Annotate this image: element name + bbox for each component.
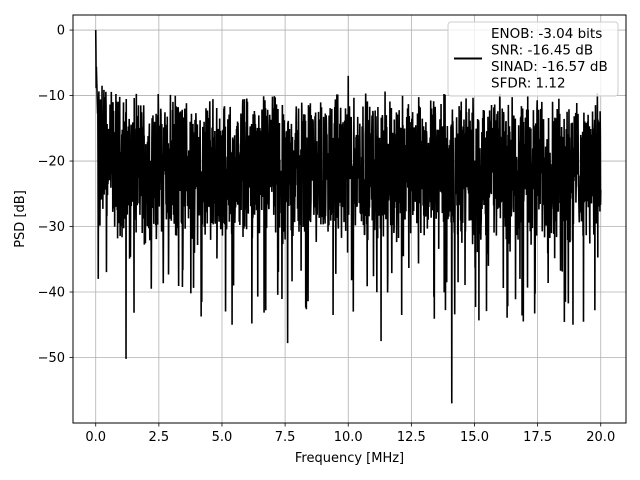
x-tick-label: 0.0 bbox=[85, 430, 106, 445]
y-tick-label: −40 bbox=[38, 286, 65, 301]
psd-series-line bbox=[94, 30, 602, 404]
y-tick-label: −20 bbox=[38, 155, 65, 170]
axes-frame bbox=[72, 14, 627, 424]
legend-line-sfdr: SFDR: 1.12 bbox=[491, 76, 566, 92]
y-axis-ticks: 0 −10 −20 −30 −40 −50 bbox=[38, 24, 73, 366]
x-tick-label: 5.0 bbox=[212, 430, 233, 445]
legend-line-enob: ENOB: -3.04 bits bbox=[491, 26, 602, 42]
y-tick-label: −30 bbox=[38, 220, 65, 235]
x-tick-label: 10.0 bbox=[334, 430, 363, 445]
x-tick-label: 7.5 bbox=[275, 430, 296, 445]
y-tick-label: 0 bbox=[57, 24, 65, 39]
x-axis-label: Frequency [MHz] bbox=[295, 451, 404, 466]
x-tick-label: 20.0 bbox=[586, 430, 615, 445]
legend: ENOB: -3.04 bits SNR: -16.45 dB SINAD: -… bbox=[447, 21, 619, 97]
legend-line-sinad: SINAD: -16.57 dB bbox=[491, 59, 608, 75]
y-tick-label: −50 bbox=[38, 351, 65, 366]
x-tick-label: 15.0 bbox=[460, 430, 489, 445]
legend-line-snr: SNR: -16.45 dB bbox=[491, 43, 593, 59]
x-axis-ticks: 0.0 2.5 5.0 7.5 10.0 12.5 15.0 17.5 20.0 bbox=[85, 423, 615, 445]
y-tick-label: −10 bbox=[38, 89, 65, 104]
plot-area bbox=[94, 30, 602, 404]
legend-box bbox=[447, 21, 619, 97]
x-tick-label: 12.5 bbox=[397, 430, 426, 445]
x-tick-label: 2.5 bbox=[149, 430, 170, 445]
y-axis-label: PSD [dB] bbox=[13, 190, 28, 248]
x-tick-label: 17.5 bbox=[523, 430, 552, 445]
